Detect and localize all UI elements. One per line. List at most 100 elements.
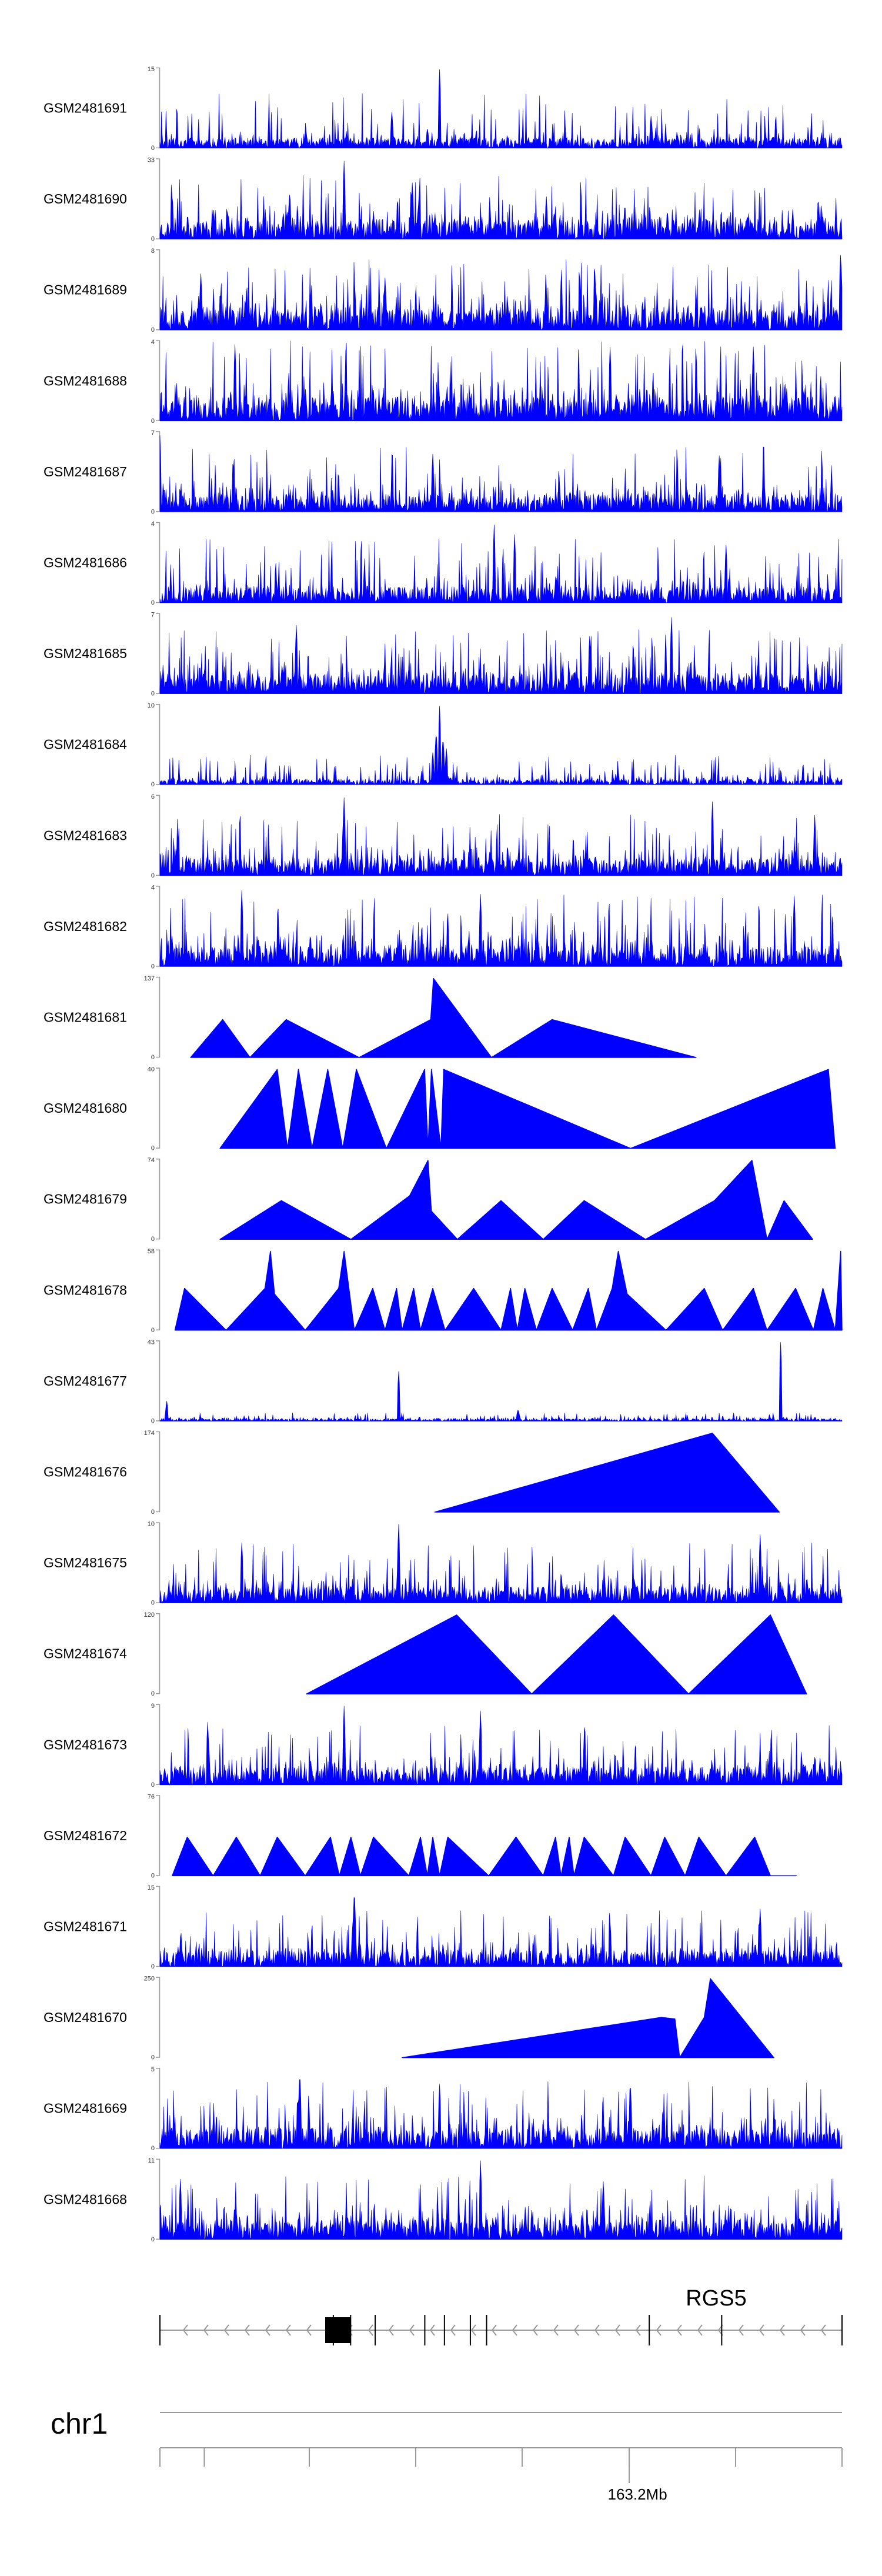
coverage-area — [159, 69, 843, 149]
axis-tick-label: 163.2Mb — [607, 2485, 667, 2503]
track-label: GSM2481672 — [44, 1828, 127, 1843]
gene-label: RGS5 — [686, 2286, 746, 2311]
coverage-area — [159, 525, 843, 603]
strand-arrow — [738, 2324, 744, 2336]
track-GSM2481683: GSM2481683 6 0 — [44, 793, 843, 879]
track-label: GSM2481674 — [44, 1646, 127, 1661]
track-GSM2481684: GSM2481684 10 0 — [44, 702, 843, 788]
strand-arrow — [614, 2324, 620, 2336]
strand-arrow — [491, 2324, 497, 2336]
y-max-label: 74 — [148, 1157, 155, 1164]
track-label: GSM2481689 — [44, 282, 127, 298]
coverage-area — [306, 1614, 807, 1694]
strand-arrow — [429, 2324, 435, 2336]
y-max-label: 40 — [148, 1066, 155, 1073]
track-label: GSM2481684 — [44, 737, 127, 752]
y-max-label: 4 — [151, 884, 155, 891]
strand-arrow — [470, 2324, 476, 2336]
track-label: GSM2481686 — [44, 555, 127, 570]
y-max-label: 174 — [144, 1430, 155, 1437]
track-label: GSM2481680 — [44, 1100, 127, 1116]
y-max-label: 10 — [148, 1521, 155, 1528]
y-min-label: 0 — [151, 1963, 155, 1970]
strand-arrow — [368, 2324, 373, 2336]
coverage-area — [434, 1432, 780, 1513]
track-label: GSM2481685 — [44, 646, 127, 661]
coverage-area — [159, 1342, 843, 1422]
y-max-label: 9 — [151, 1703, 155, 1710]
track-label: GSM2481682 — [44, 919, 127, 934]
y-max-label: 76 — [148, 1793, 155, 1800]
y-min-label: 0 — [151, 2054, 155, 2061]
track-label: GSM2481675 — [44, 1555, 127, 1570]
y-max-label: 7 — [151, 429, 155, 436]
strand-arrow — [532, 2324, 538, 2336]
track-GSM2481675: GSM2481675 10 0 — [44, 1521, 843, 1607]
y-max-label: 137 — [144, 975, 155, 982]
y-min-label: 0 — [151, 1417, 155, 1424]
y-min-label: 0 — [151, 418, 155, 425]
coverage-area — [159, 617, 843, 695]
y-min-label: 0 — [151, 1872, 155, 1879]
y-min-label: 0 — [151, 2145, 155, 2152]
y-min-label: 0 — [151, 963, 155, 970]
coverage-area — [159, 1897, 843, 1967]
coverage-area — [159, 797, 843, 876]
y-max-label: 15 — [148, 1884, 155, 1891]
y-min-label: 0 — [151, 1145, 155, 1152]
strand-arrow — [244, 2324, 250, 2336]
chromosome-ideogram: chr1 — [51, 2407, 842, 2440]
y-max-label: 250 — [144, 1976, 155, 1983]
track-GSM2481669: GSM2481669 5 0 — [44, 2066, 843, 2152]
strand-arrow — [594, 2324, 600, 2336]
y-min-label: 0 — [151, 690, 155, 698]
track-GSM2481688: GSM2481688 4 0 — [44, 339, 843, 425]
track-label: GSM2481669 — [44, 2101, 127, 2116]
coverage-area — [159, 435, 843, 512]
y-min-label: 0 — [151, 508, 155, 515]
y-min-label: 0 — [151, 1600, 155, 1607]
y-min-label: 0 — [151, 1327, 155, 1334]
coverage-area — [159, 341, 843, 422]
y-min-label: 0 — [151, 1509, 155, 1516]
coverage-area — [402, 1978, 774, 2058]
track-GSM2481676: GSM2481676 174 0 — [44, 1430, 780, 1516]
track-label: GSM2481687 — [44, 464, 127, 479]
y-min-label: 0 — [151, 1690, 155, 1697]
coverage-area — [159, 1706, 843, 1786]
axis-ticks — [159, 2448, 843, 2483]
y-min-label: 0 — [151, 781, 155, 788]
track-GSM2481674: GSM2481674 120 0 — [44, 1611, 807, 1697]
strand-arrow — [573, 2324, 579, 2336]
strand-arrow — [759, 2324, 764, 2336]
coverage-area — [159, 2079, 843, 2149]
coverage-area — [159, 255, 843, 331]
track-GSM2481670: GSM2481670 250 0 — [44, 1976, 774, 2061]
coverage-area — [159, 890, 843, 967]
strand-arrow — [512, 2324, 517, 2336]
y-max-label: 6 — [151, 793, 155, 800]
track-label: GSM2481688 — [44, 373, 127, 388]
track-GSM2481678: GSM2481678 58 0 — [44, 1248, 843, 1334]
y-max-label: 7 — [151, 612, 155, 619]
strand-arrow — [306, 2324, 312, 2336]
track-GSM2481689: GSM2481689 8 0 — [44, 248, 843, 333]
track-GSM2481685: GSM2481685 7 0 — [44, 612, 843, 698]
track-label: GSM2481673 — [44, 1737, 127, 1752]
track-GSM2481668: GSM2481668 11 0 — [44, 2157, 843, 2243]
coverage-area — [159, 161, 843, 240]
coverage-area — [159, 1524, 843, 1604]
track-GSM2481677: GSM2481677 43 0 — [44, 1339, 843, 1424]
strand-arrow — [388, 2324, 394, 2336]
y-min-label: 0 — [151, 236, 155, 243]
strand-arrow — [203, 2324, 209, 2336]
track-label: GSM2481676 — [44, 1464, 127, 1480]
track-label: GSM2481678 — [44, 1282, 127, 1297]
y-max-label: 58 — [148, 1248, 155, 1255]
y-min-label: 0 — [151, 599, 155, 606]
track-label: GSM2481677 — [44, 1373, 127, 1389]
track-GSM2481686: GSM2481686 4 0 — [44, 520, 843, 606]
track-label: GSM2481683 — [44, 827, 127, 843]
track-GSM2481672: GSM2481672 76 0 — [44, 1793, 797, 1879]
